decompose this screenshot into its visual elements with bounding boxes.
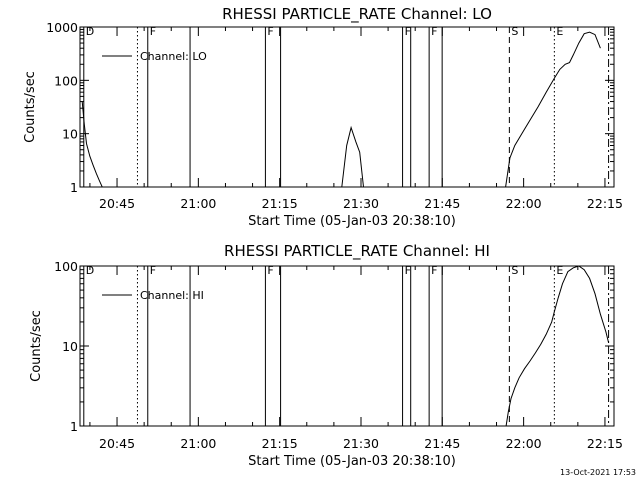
x-axis-label: Start Time (05-Jan-03 20:38:10) — [248, 454, 456, 469]
event-marker-label: F — [267, 25, 273, 38]
y-tick-label: 1 — [70, 180, 78, 195]
x-tick-label: 21:30 — [343, 436, 379, 451]
plot-frame — [79, 26, 615, 188]
x-tick-label: 21:45 — [424, 436, 460, 451]
x-tick-label: 21:15 — [262, 436, 298, 451]
x-tick-label: 22:00 — [506, 436, 542, 451]
data-series — [81, 31, 601, 187]
event-marker-label: F — [431, 25, 437, 38]
event-marker-label: S — [511, 25, 518, 38]
legend-label: Channel: LO — [140, 50, 207, 63]
x-tick-label: 22:15 — [587, 196, 623, 211]
series-line — [505, 31, 601, 187]
x-tick-label: 21:00 — [180, 436, 216, 451]
event-marker-label: F — [267, 264, 273, 277]
y-tick-label: 10 — [62, 339, 78, 354]
x-tick-label: 20:45 — [99, 196, 135, 211]
y-tick-label: 100 — [54, 259, 78, 274]
x-tick-label: 21:30 — [343, 196, 379, 211]
panel-hi: RHESSI PARTICLE_RATE Channel: HI 1 10 100 20… — [29, 242, 623, 469]
series-line — [81, 101, 103, 187]
y-tick-label: 100 — [54, 73, 78, 88]
y-tick-label: 1000 — [46, 20, 78, 35]
series-line — [505, 266, 610, 426]
chart-title: RHESSI PARTICLE_RATE Channel: LO — [222, 5, 492, 24]
event-marker-label: S — [511, 264, 518, 277]
series-line — [341, 125, 364, 187]
y-tick-label: 10 — [62, 127, 78, 142]
x-axis-label: Start Time (05-Jan-03 20:38:10) — [248, 214, 456, 229]
event-marker-label: F — [431, 264, 437, 277]
y-axis-label: Counts/sec — [23, 71, 38, 143]
x-tick-label: 21:15 — [262, 196, 298, 211]
y-axis-label: Counts/sec — [29, 310, 44, 382]
event-markers — [83, 27, 610, 187]
x-tick-label: 22:15 — [587, 436, 623, 451]
event-marker-label: E — [556, 25, 563, 38]
event-marker-label: F — [150, 264, 156, 277]
event-marker-label: F — [405, 264, 411, 277]
event-marker-label: E — [556, 264, 563, 277]
y-tick-label: 1 — [70, 419, 78, 434]
event-marker-label: F — [405, 25, 411, 38]
x-tick-label: 22:00 — [506, 196, 542, 211]
footer-timestamp: 13-Oct-2021 17:53 — [560, 468, 636, 477]
panel-lo: RHESSI PARTICLE_RATE Channel: LO 1 10 100 10… — [23, 5, 623, 229]
event-marker-label: D — [86, 25, 94, 38]
event-marker-label: F — [150, 25, 156, 38]
x-tick-label: 21:45 — [424, 196, 460, 211]
x-tick-label: 21:00 — [180, 196, 216, 211]
event-markers — [83, 266, 610, 426]
data-series — [505, 266, 610, 426]
x-tick-label: 20:45 — [99, 436, 135, 451]
legend-label: Channel: HI — [140, 289, 204, 302]
chart-title: RHESSI PARTICLE_RATE Channel: HI — [224, 242, 490, 261]
event-marker-label: D — [86, 264, 94, 277]
